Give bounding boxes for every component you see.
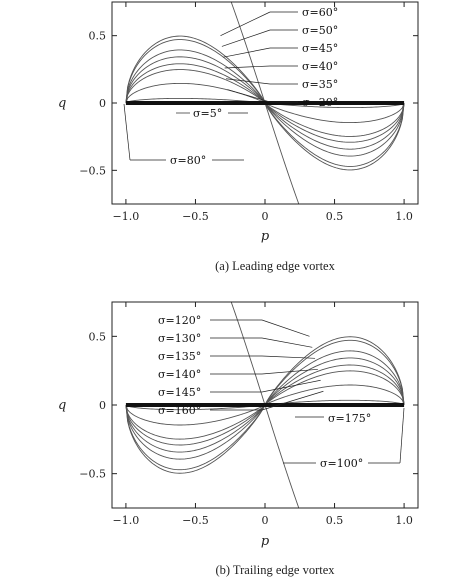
annotation-label: σ=130° [158,332,201,345]
y-tick-label: 0.5 [89,30,107,43]
annotation-label: σ=135° [158,350,201,363]
leader-line [261,355,316,359]
x-tick-label: 0 [262,210,269,223]
x-tick-label: 0.5 [326,210,344,223]
annotation-label: σ=40° [302,60,338,73]
x-tick-label: 1.0 [395,514,413,527]
x-tick-label: 0.5 [326,514,344,527]
leader-line [261,319,310,337]
leader-line [261,368,318,375]
annotation-label: σ=145° [158,386,201,399]
annotation-label: σ=50° [302,24,338,37]
annotations-group: σ=120° σ=130° σ=135° σ=140° σ=145° σ=160° σ=17… [158,314,405,470]
leader-line [123,103,131,161]
leader-line [224,65,271,69]
annotation-label: σ=100° [320,457,363,470]
y-tick-label: −0.5 [79,164,106,177]
annotation-label: σ=60° [302,6,338,19]
y-axis-label: q [58,398,66,413]
annotations-group: σ=60° σ=50° σ=45° σ=40° σ=35° σ=20° σ=5° σ=80° [123,6,338,167]
annotation-label: σ=160° [158,404,201,417]
y-axis-label: q [58,96,66,111]
annotation-label: σ=35° [302,78,338,91]
leader-line [261,379,321,393]
y-tick-label: 0.5 [89,330,107,343]
leader-line [399,407,405,464]
leader-line [221,29,271,47]
x-tick-label: −1.0 [113,514,140,527]
y-tick-label: 0 [99,97,106,110]
annotation-label: σ=120° [158,314,201,327]
annotation-label: σ=5° [193,107,222,120]
x-axis-label: p [261,229,270,244]
x-tick-label: 0 [262,514,269,527]
x-tick-label: 1.0 [395,210,413,223]
panel-trailing-edge: −1.0 −0.5 0 0.5 1.0 0.5 0 −0.5 p q σ=120° σ=130°… [58,301,419,577]
annotation-label: σ=80° [170,154,206,167]
leader-line [261,390,324,411]
leader-line [226,78,271,85]
panel-caption: (a) Leading edge vortex [215,259,335,273]
leader-line [220,11,271,36]
panel-leading-edge: −1.0 −0.5 0 0.5 1.00.50−0.5 p q σ=60°σ=50°σ=… [58,1,419,273]
ticks-group: −1.0 −0.5 0 0.5 1.0 0.5 0 −0.5 [79,2,418,223]
annotation-label: σ=175° [328,412,371,425]
leader-line [261,337,313,348]
leader-line [223,47,271,58]
ticks-group: −1.0 −0.5 0 0.5 1.0 0.5 0 −0.5 [79,302,418,527]
x-tick-label: −0.5 [182,514,209,527]
y-tick-label: 0 [99,399,106,412]
x-tick-label: −1.0 [113,210,140,223]
annotation-label: σ=140° [158,368,201,381]
y-tick-label: −0.5 [79,468,106,481]
leader-line [227,89,271,103]
x-tick-label: −0.5 [182,210,209,223]
x-axis-label: p [261,534,270,549]
annotation-label: σ=45° [302,42,338,55]
panel-caption: (b) Trailing edge vortex [215,563,335,577]
annotation-label: σ=20° [302,96,338,109]
